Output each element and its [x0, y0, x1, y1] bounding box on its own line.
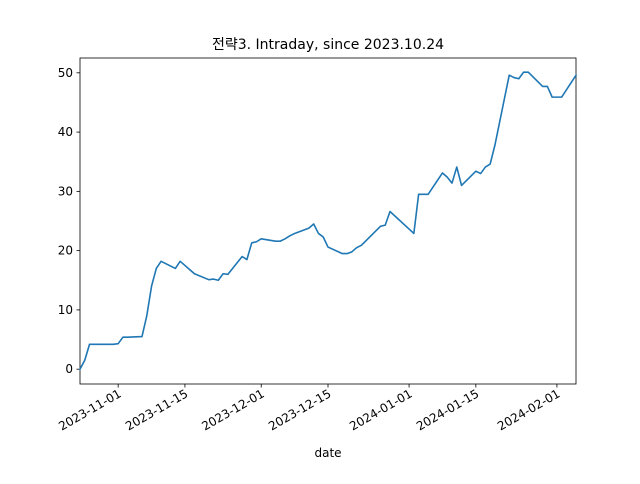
x-axis: 2023-11-01 2023-11-15 2023-12-01 2023-12-15…: [56, 384, 562, 433]
plot-frame: [79, 57, 577, 385]
x-tick-label: 2024-02-01: [495, 386, 562, 433]
y-tick-label: 40: [58, 125, 73, 139]
x-tick-label: 2023-11-01: [56, 386, 123, 433]
series-line: [78, 71, 578, 371]
y-tick-label: 0: [65, 362, 73, 376]
x-tick-label: 2023-11-15: [123, 386, 190, 433]
y-tick-label: 30: [58, 184, 73, 198]
y-tick-label: 50: [58, 66, 73, 80]
y-tick-label: 10: [58, 303, 73, 317]
series-layer: [78, 71, 578, 371]
x-tick-label: 2023-12-01: [199, 386, 266, 433]
x-tick-label: 2023-12-15: [266, 386, 333, 433]
x-axis-label: date: [314, 446, 341, 460]
x-tick-label: 2024-01-15: [414, 386, 481, 433]
chart-title: 전략3. Intraday, since 2023.10.24: [212, 37, 444, 53]
plot-area: [79, 57, 577, 385]
y-tick-label: 20: [58, 244, 73, 258]
y-axis: 0 10 20 30 40 50: [58, 66, 80, 376]
x-tick-label: 2024-01-01: [347, 386, 414, 433]
